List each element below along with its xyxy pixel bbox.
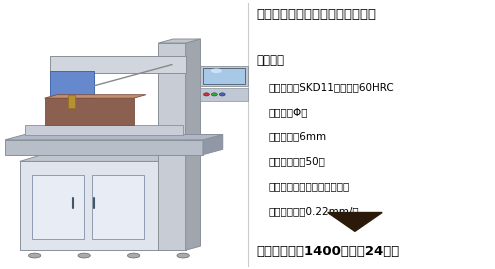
Polygon shape — [158, 39, 200, 43]
Polygon shape — [168, 155, 191, 250]
Polygon shape — [186, 39, 200, 250]
Circle shape — [219, 93, 225, 96]
Text: ・使用パイプ電極材質：黄銅: ・使用パイプ電極材質：黄銅 — [268, 181, 349, 191]
Ellipse shape — [78, 253, 91, 258]
FancyBboxPatch shape — [50, 71, 94, 108]
FancyBboxPatch shape — [68, 95, 75, 108]
FancyBboxPatch shape — [200, 66, 248, 86]
Text: ・加工速度：0.22mm/秒: ・加工速度：0.22mm/秒 — [268, 206, 359, 216]
Text: 細穴放電加工機による穴加工時間: 細穴放電加工機による穴加工時間 — [256, 8, 376, 21]
FancyBboxPatch shape — [32, 175, 84, 239]
Polygon shape — [20, 155, 191, 161]
Circle shape — [203, 93, 209, 96]
Polygon shape — [328, 213, 382, 231]
Text: ・穴深さ：6mm: ・穴深さ：6mm — [268, 132, 326, 141]
FancyBboxPatch shape — [50, 56, 186, 73]
Text: ・加工穴数：50穴: ・加工穴数：50穴 — [268, 156, 325, 166]
Text: 総加工時間：1400秒（約24分）: 総加工時間：1400秒（約24分） — [256, 245, 399, 258]
FancyBboxPatch shape — [25, 125, 183, 134]
Polygon shape — [45, 95, 146, 98]
Text: ・穴径：Φ３: ・穴径：Φ３ — [268, 107, 308, 117]
Text: ・被削材：SKD11焼入材　60HRC: ・被削材：SKD11焼入材 60HRC — [268, 82, 394, 92]
FancyBboxPatch shape — [5, 140, 203, 155]
Ellipse shape — [29, 253, 41, 258]
FancyBboxPatch shape — [203, 68, 245, 84]
Ellipse shape — [177, 253, 189, 258]
FancyBboxPatch shape — [45, 98, 134, 125]
FancyBboxPatch shape — [92, 175, 144, 239]
Text: 加工内容: 加工内容 — [256, 54, 284, 67]
Polygon shape — [5, 134, 223, 140]
Ellipse shape — [211, 68, 222, 73]
Circle shape — [211, 93, 217, 96]
FancyBboxPatch shape — [20, 161, 168, 250]
Ellipse shape — [128, 253, 140, 258]
FancyBboxPatch shape — [200, 88, 248, 101]
Polygon shape — [203, 134, 223, 155]
FancyBboxPatch shape — [158, 43, 186, 250]
